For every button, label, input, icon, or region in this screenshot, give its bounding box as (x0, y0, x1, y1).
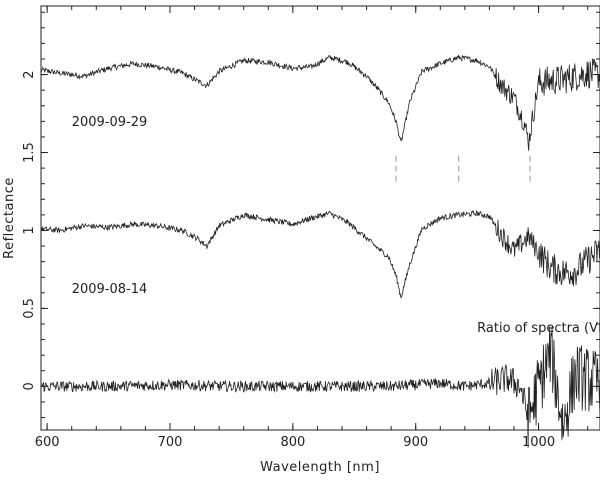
series-ratio (40, 326, 600, 448)
y-tick-label: 2 (22, 70, 37, 78)
y-axis-ticks: 0 0.5 1 1.5 2 (22, 11, 600, 419)
y-tick-label: 1 (22, 226, 37, 234)
annotation-label: 2009-09-29 (72, 115, 148, 130)
x-tick-label: 600 (35, 435, 60, 450)
spectra-series (40, 54, 600, 448)
annotation-label: Ratio of spectra (VIS) (477, 321, 600, 336)
series-annotations: 2009-09-29 2009-08-14 Ratio of spectra (VI… (72, 115, 600, 336)
x-tick-label: 1000 (522, 435, 555, 450)
annotation-label: 2009-08-14 (72, 282, 148, 297)
x-tick-label: 800 (280, 435, 305, 450)
x-tick-label: 900 (403, 435, 428, 450)
series-2009-09-29 (40, 54, 600, 151)
x-axis-title: Wavelength [nm] (260, 460, 380, 475)
x-tick-label: 700 (158, 435, 183, 450)
absorption-markers (395, 155, 531, 184)
plot-frame (40, 5, 600, 431)
series-2009-08-14 (40, 209, 600, 299)
y-tick-label: 0.5 (22, 298, 37, 319)
y-tick-label: 0 (22, 382, 37, 390)
x-axis-ticks: 600 700 800 900 1000 (35, 6, 589, 450)
y-axis-title: Reflectance (2, 177, 17, 259)
y-tick-label: 1.5 (22, 142, 37, 163)
